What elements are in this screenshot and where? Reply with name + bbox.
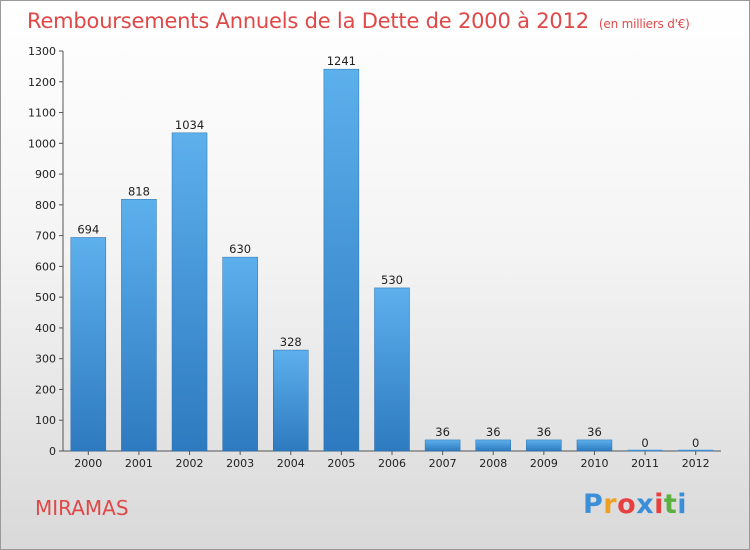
y-tick-label: 1300	[28, 45, 56, 58]
bar	[323, 68, 360, 452]
bar-value-label: 36	[587, 425, 602, 439]
x-tick-label: 2009	[530, 457, 558, 470]
logo-letter: t	[663, 489, 678, 520]
bar-value-label: 36	[435, 425, 450, 439]
bar-value-label: 0	[641, 436, 648, 450]
x-tick-label: 2012	[682, 457, 710, 470]
bar	[475, 439, 511, 452]
logo-letter: P	[583, 489, 604, 520]
y-tick-label: 800	[35, 199, 56, 212]
x-tick-label: 2000	[74, 457, 102, 470]
y-tick-label: 100	[35, 414, 56, 427]
x-tick-label: 2005	[327, 457, 355, 470]
x-tick-label: 2004	[277, 457, 305, 470]
bar	[273, 349, 309, 452]
y-tick-label: 0	[49, 445, 56, 458]
bar-value-label: 36	[486, 425, 501, 439]
bar-value-label: 694	[77, 222, 99, 236]
bar	[526, 439, 562, 452]
x-axis: 2000 2001 2002 2003 2004 2005 2006 2007 2008 2009…	[63, 450, 721, 470]
x-tick-label: 2010	[580, 457, 608, 470]
bar	[121, 199, 157, 452]
bars: 694 818 1034 630 328 1241 530 36 36 36 36 0 0	[70, 54, 714, 452]
y-tick-label: 700	[35, 230, 56, 243]
y-tick-label: 1000	[28, 137, 56, 150]
logo-letter: r	[603, 489, 618, 520]
x-tick-label: 2003	[226, 457, 254, 470]
logo-letter: o	[617, 489, 637, 520]
y-tick-label: 1100	[28, 107, 56, 120]
x-tick-label: 2008	[479, 457, 507, 470]
bar-value-label: 1241	[327, 54, 356, 68]
chart-title-text: Remboursements Annuels de la Dette de 20…	[27, 9, 589, 33]
chart-unit: (en milliers d'€)	[598, 17, 690, 31]
y-tick-label: 400	[35, 322, 56, 335]
x-tick-label: 2007	[429, 457, 457, 470]
x-tick-label: 2001	[125, 457, 153, 470]
y-tick-label: 1200	[28, 76, 56, 89]
bar-value-label: 630	[229, 242, 251, 256]
chart-title: Remboursements Annuels de la Dette de 20…	[27, 9, 690, 33]
y-tick-label: 600	[35, 260, 56, 273]
bar	[424, 439, 461, 452]
logo-letter: i	[654, 489, 664, 520]
bar	[576, 439, 613, 452]
logo-letter: x	[636, 489, 655, 520]
x-tick-label: 2011	[631, 457, 659, 470]
y-tick-label: 500	[35, 291, 56, 304]
y-tick-label: 200	[35, 383, 56, 396]
y-tick-label: 900	[35, 168, 56, 181]
bar-value-label: 530	[381, 273, 403, 287]
bar-value-label: 1034	[175, 118, 204, 132]
bar	[171, 132, 208, 452]
x-tick-label: 2002	[176, 457, 204, 470]
y-axis: 0 100 200 300 400 500 600 700 800 900 1000 1100 1200…	[28, 45, 64, 458]
proxiti-logo: Proxiti	[583, 489, 687, 520]
bar	[70, 237, 107, 452]
bar-value-label: 818	[128, 184, 150, 198]
y-tick-label: 300	[35, 353, 56, 366]
bar	[374, 287, 410, 452]
bar-value-label: 328	[280, 335, 302, 349]
logo-letter: i	[677, 489, 688, 520]
x-tick-label: 2006	[378, 457, 406, 470]
bar-value-label: 0	[692, 436, 699, 450]
bar	[222, 256, 258, 452]
commune-name: MIRAMAS	[35, 496, 129, 520]
bar-value-label: 36	[537, 425, 552, 439]
